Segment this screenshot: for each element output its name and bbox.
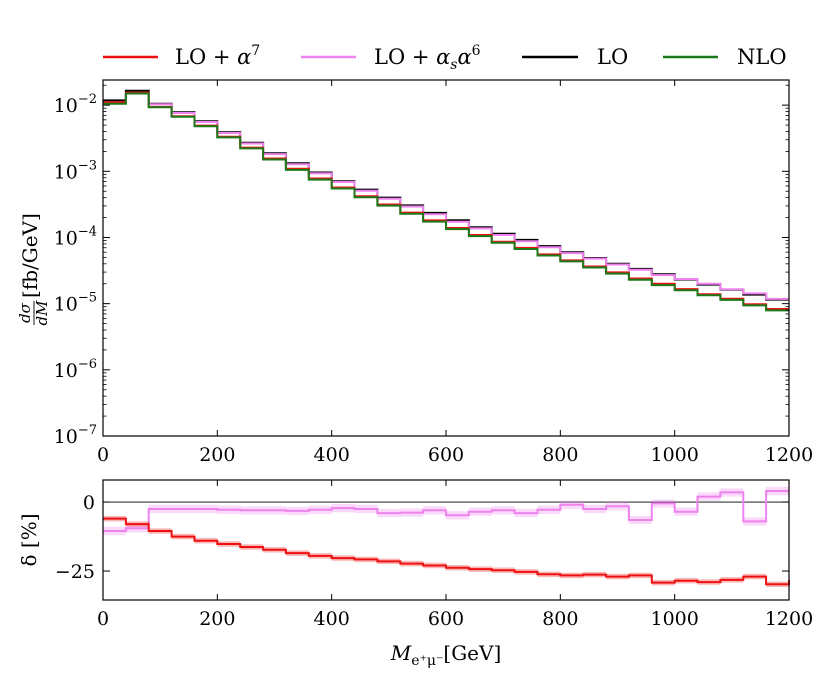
ratio-line-lo-s xyxy=(103,490,789,532)
top-panel: 0 200 400 600 800 1000 1200 10−2 10−3 10−4 10−5 10−… xyxy=(16,79,813,466)
bottom-x-axis-title: Me⁺μ⁻[GeV] xyxy=(390,641,502,669)
top-y-tick-label: 10−7 xyxy=(54,423,97,448)
bottom-x-tick-label: 1000 xyxy=(650,608,698,630)
top-y-tick-label: 10−4 xyxy=(54,224,97,249)
top-y-tick-label: 10−6 xyxy=(54,357,97,382)
legend-label-lo: LO xyxy=(597,45,628,69)
top-x-tick-label: 600 xyxy=(428,444,464,466)
legend-item-lo-alpha7: LO + α7 xyxy=(103,43,260,69)
top-x-tick-label: 0 xyxy=(97,444,109,466)
bottom-x-tick-label: 600 xyxy=(428,608,464,630)
bottom-x-tick-label: 1200 xyxy=(765,608,813,630)
ratio-line-lo xyxy=(103,517,790,586)
bottom-y-tick-label: −25 xyxy=(55,561,95,583)
bottom-x-tick-label: 200 xyxy=(199,608,235,630)
bottom-y-axis-title: δ [%] xyxy=(17,513,41,566)
y-title-frac-den: dM xyxy=(33,300,51,326)
bottom-y-tick-label: 0 xyxy=(83,492,95,514)
series-line-lo-s xyxy=(103,92,789,300)
top-x-tick-label: 1000 xyxy=(650,444,698,466)
series-line-lo xyxy=(103,91,789,310)
legend-item-lo-alphas-alpha6: LO + αsα6 xyxy=(301,43,481,73)
top-x-tick-label: 400 xyxy=(314,444,350,466)
y-title-unit: [fb/GeV] xyxy=(18,213,42,298)
bottom-panel-frame xyxy=(102,479,790,601)
bottom-ticks-group: 0 200 400 600 800 1000 1200 0 −25 xyxy=(55,480,813,630)
y-title-frac-num: dσ xyxy=(16,302,34,323)
top-x-tick-label: 800 xyxy=(542,444,578,466)
legend-label-lo-alpha7: LO + α7 xyxy=(175,43,260,69)
top-y-tick-label: 10−5 xyxy=(54,291,97,316)
legend-item-nlo: NLO xyxy=(663,45,787,69)
legend-label-lo-alphas-alpha6: LO + αsα6 xyxy=(374,43,481,73)
bottom-panel: 0 200 400 600 800 1000 1200 0 −25 δ [%] Me⁺μ⁻[Ge… xyxy=(17,479,813,669)
top-panel-frame xyxy=(102,79,790,437)
top-ticks-group: 0 200 400 600 800 1000 1200 10−2 10−3 10−4 10−5 10−… xyxy=(54,80,813,466)
bottom-x-tick-label: 0 xyxy=(97,608,109,630)
bottom-series-group xyxy=(103,486,790,588)
series-line-nlo xyxy=(103,92,789,312)
top-x-tick-label: 1200 xyxy=(765,444,813,466)
legend-item-lo: LO xyxy=(522,45,628,69)
top-series-group xyxy=(103,89,789,312)
top-x-tick-label: 200 xyxy=(199,444,235,466)
bottom-x-tick-label: 400 xyxy=(314,608,350,630)
legend-label-nlo: NLO xyxy=(737,45,787,69)
top-y-tick-label: 10−2 xyxy=(54,92,97,117)
legend: LO + α7 LO + αsα6 LO NLO xyxy=(103,43,787,73)
top-y-axis-title: dσ dM [fb/GeV] xyxy=(16,213,51,325)
bottom-x-tick-label: 800 xyxy=(542,608,578,630)
top-y-tick-label: 10−3 xyxy=(54,158,97,183)
